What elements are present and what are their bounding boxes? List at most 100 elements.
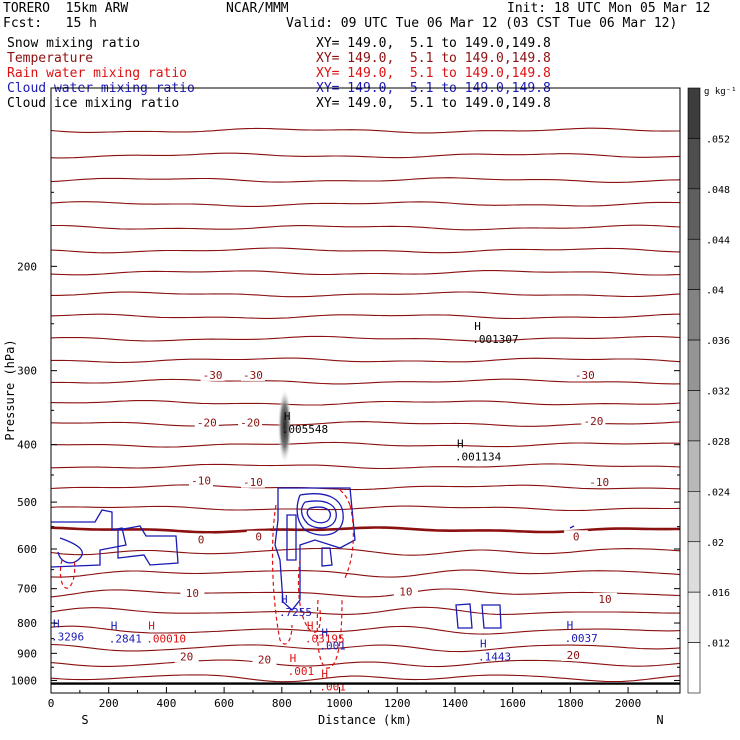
cloud-ice-max-h-marker: H <box>284 410 291 423</box>
rain-water-contour <box>271 504 293 645</box>
isotherm-label-bg <box>581 415 606 428</box>
cloud-water-contour <box>306 506 331 524</box>
y-tick-label: 1000 <box>11 674 38 687</box>
colorbar-tick-label: .036 <box>706 336 730 347</box>
isotherm-line <box>51 643 680 653</box>
cloud-water-max-h-marker: H <box>480 637 487 650</box>
isotherm-line <box>51 201 680 207</box>
init-time: Init: 18 UTC Mon 05 Mar 12 <box>507 1 711 16</box>
y-tick-label: 400 <box>17 439 37 452</box>
x-tick-label: 1800 <box>557 697 584 710</box>
isotherm-label: -30 <box>203 369 223 382</box>
cloud-ice-max-h-marker: H <box>474 320 481 333</box>
isotherm-line <box>51 588 680 598</box>
isotherm-label: 10 <box>598 593 611 606</box>
colorbar-segment <box>687 87 701 139</box>
isotherm-line <box>51 625 680 635</box>
colorbar-segment <box>687 440 701 492</box>
cloud-ice-shading <box>277 388 292 465</box>
legend-rain-xy: XY= 149.0, 5.1 to 149.0,149.8 <box>316 66 551 81</box>
isotherm-line <box>51 152 680 159</box>
isotherm-line <box>51 335 680 342</box>
cloud-water-max-value: .3296 <box>51 630 84 643</box>
isotherm-label-bg <box>200 368 225 381</box>
cloud-water-contour <box>274 487 356 611</box>
cloud-water-contour <box>481 604 502 629</box>
y-tick-label: 600 <box>17 543 37 556</box>
rain-water-max-h-marker: H <box>321 668 328 681</box>
isotherm-label: 0 <box>255 531 262 544</box>
colorbar-segment <box>687 339 701 391</box>
x-tick-label: 200 <box>99 697 119 710</box>
colorbar-segment <box>687 188 701 240</box>
isotherm-label-bg <box>572 368 597 381</box>
isotherm-label-bg <box>393 585 418 598</box>
cloud-ice-max-value: .001134 <box>455 451 502 464</box>
isotherm-label-bg <box>194 416 219 429</box>
legend-snow: Snow mixing ratio <box>7 36 141 51</box>
y-axis-label: Pressure (hPa) <box>3 339 17 440</box>
legend-temperature: Temperature <box>7 51 94 66</box>
isotherm-label: -10 <box>589 476 609 489</box>
isotherm-line <box>51 484 680 491</box>
isotherm-line <box>51 421 680 427</box>
isotherm-label: 20 <box>567 649 580 662</box>
cloud-water-max-h-marker: H <box>53 617 60 630</box>
rain-water-contour <box>343 504 354 581</box>
y-tick-label: 500 <box>17 496 37 509</box>
rain-water-max-h-marker: H <box>148 620 155 633</box>
rain-water-max-value: .00010 <box>146 633 186 646</box>
cloud-water-contour <box>51 509 127 568</box>
colorbar-segment <box>687 390 701 442</box>
rain-water-contour <box>297 559 321 633</box>
isotherm-line <box>51 313 680 320</box>
cloud-water-contour <box>286 514 297 561</box>
isotherm-line <box>51 177 680 183</box>
isotherm-label: 10 <box>186 587 199 600</box>
isotherm-label: -10 <box>191 475 211 488</box>
cloud-water-max-h-marker: H <box>281 593 288 606</box>
cloud-water-contour <box>117 525 179 566</box>
isotherm-line <box>51 505 680 512</box>
isotherm-line <box>51 659 680 668</box>
isotherm-line <box>51 569 680 578</box>
legend-cloud-ice: Cloud ice mixing ratio <box>7 96 180 111</box>
rain-water-contour <box>59 559 76 589</box>
colorbar-unit: g kg⁻¹ <box>704 87 737 97</box>
model-title: TORERO 15km ARW <box>3 1 129 16</box>
y-tick-label: 700 <box>17 583 37 596</box>
isotherm-line <box>51 399 680 406</box>
cloud-water-max-value: .2841 <box>109 633 142 646</box>
isotherm-label: -20 <box>197 417 217 430</box>
legend-rain: Rain water mixing ratio <box>7 66 188 81</box>
rain-water-max-value: .03195 <box>305 633 345 646</box>
colorbar-tick-label: .02 <box>706 538 724 549</box>
cloud-water-contour <box>57 537 83 564</box>
cloud-water-max-value: .1443 <box>478 650 511 663</box>
cloud-water-contour <box>569 525 575 529</box>
isotherm-line <box>51 127 680 134</box>
isotherm-label-bg <box>238 416 263 429</box>
cloud-water-max-h-marker: H <box>321 627 328 640</box>
north-label: N <box>656 713 663 727</box>
colorbar-tick-label: .012 <box>706 639 730 650</box>
colorbar-tick-label: .044 <box>706 235 730 246</box>
x-tick-label: 1400 <box>442 697 469 710</box>
cloud-water-contour <box>321 547 333 567</box>
isotherm-line <box>51 378 680 385</box>
isotherm-line <box>51 247 680 254</box>
isotherm-label-bg <box>564 530 589 543</box>
cloud-water-max-value: .7255 <box>279 606 312 619</box>
isotherm-label: 0 <box>198 533 205 546</box>
isotherm-label-bg <box>180 587 205 600</box>
colorbar-segment <box>687 289 701 341</box>
legend-temperature-xy: XY= 149.0, 5.1 to 149.0,149.8 <box>316 51 551 66</box>
south-label: S <box>81 713 88 727</box>
plot-frame <box>50 87 681 694</box>
forecast-hour: Fcst: 15 h <box>3 16 97 31</box>
isotherm-label: -20 <box>240 417 260 430</box>
isotherm-label: 20 <box>258 654 271 667</box>
cloud-water-contour <box>300 500 337 529</box>
isotherm-label: 20 <box>180 651 193 664</box>
